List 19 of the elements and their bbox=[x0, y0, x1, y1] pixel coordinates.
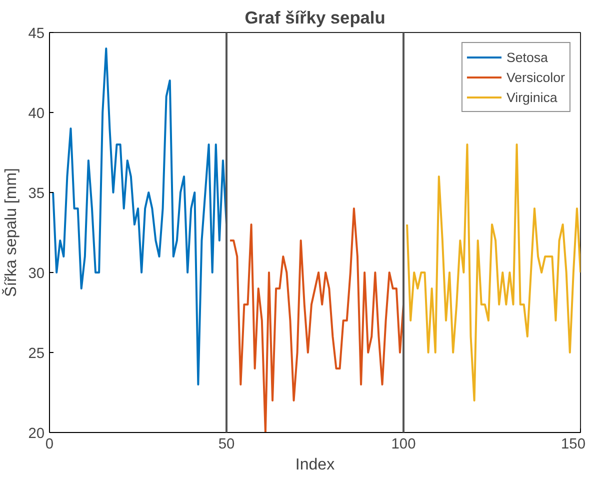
x-tick-label: 100 bbox=[391, 436, 416, 452]
y-tick-label: 20 bbox=[28, 426, 45, 442]
line-series bbox=[52, 48, 228, 386]
chart-title: Graf šířky sepalu bbox=[244, 8, 386, 28]
legend-label: Versicolor bbox=[506, 70, 565, 84]
y-tick-label: 35 bbox=[28, 186, 45, 202]
line-series bbox=[229, 208, 404, 432]
y-tick-label: 40 bbox=[28, 106, 45, 122]
legend-label: Virginica bbox=[506, 90, 558, 104]
line-series bbox=[406, 144, 580, 402]
y-tick-label: 25 bbox=[28, 346, 45, 362]
y-axis-title: Šířka sepalu [mm] bbox=[2, 168, 20, 297]
x-axis-title: Index bbox=[295, 456, 335, 474]
y-tick-label: 45 bbox=[28, 26, 45, 42]
x-tick-label: 0 bbox=[45, 436, 54, 452]
legend-label: Setosa bbox=[506, 50, 548, 64]
y-tick-label: 30 bbox=[28, 266, 45, 282]
x-tick-label: 50 bbox=[218, 436, 235, 452]
x-tick-label: 150 bbox=[561, 436, 586, 452]
